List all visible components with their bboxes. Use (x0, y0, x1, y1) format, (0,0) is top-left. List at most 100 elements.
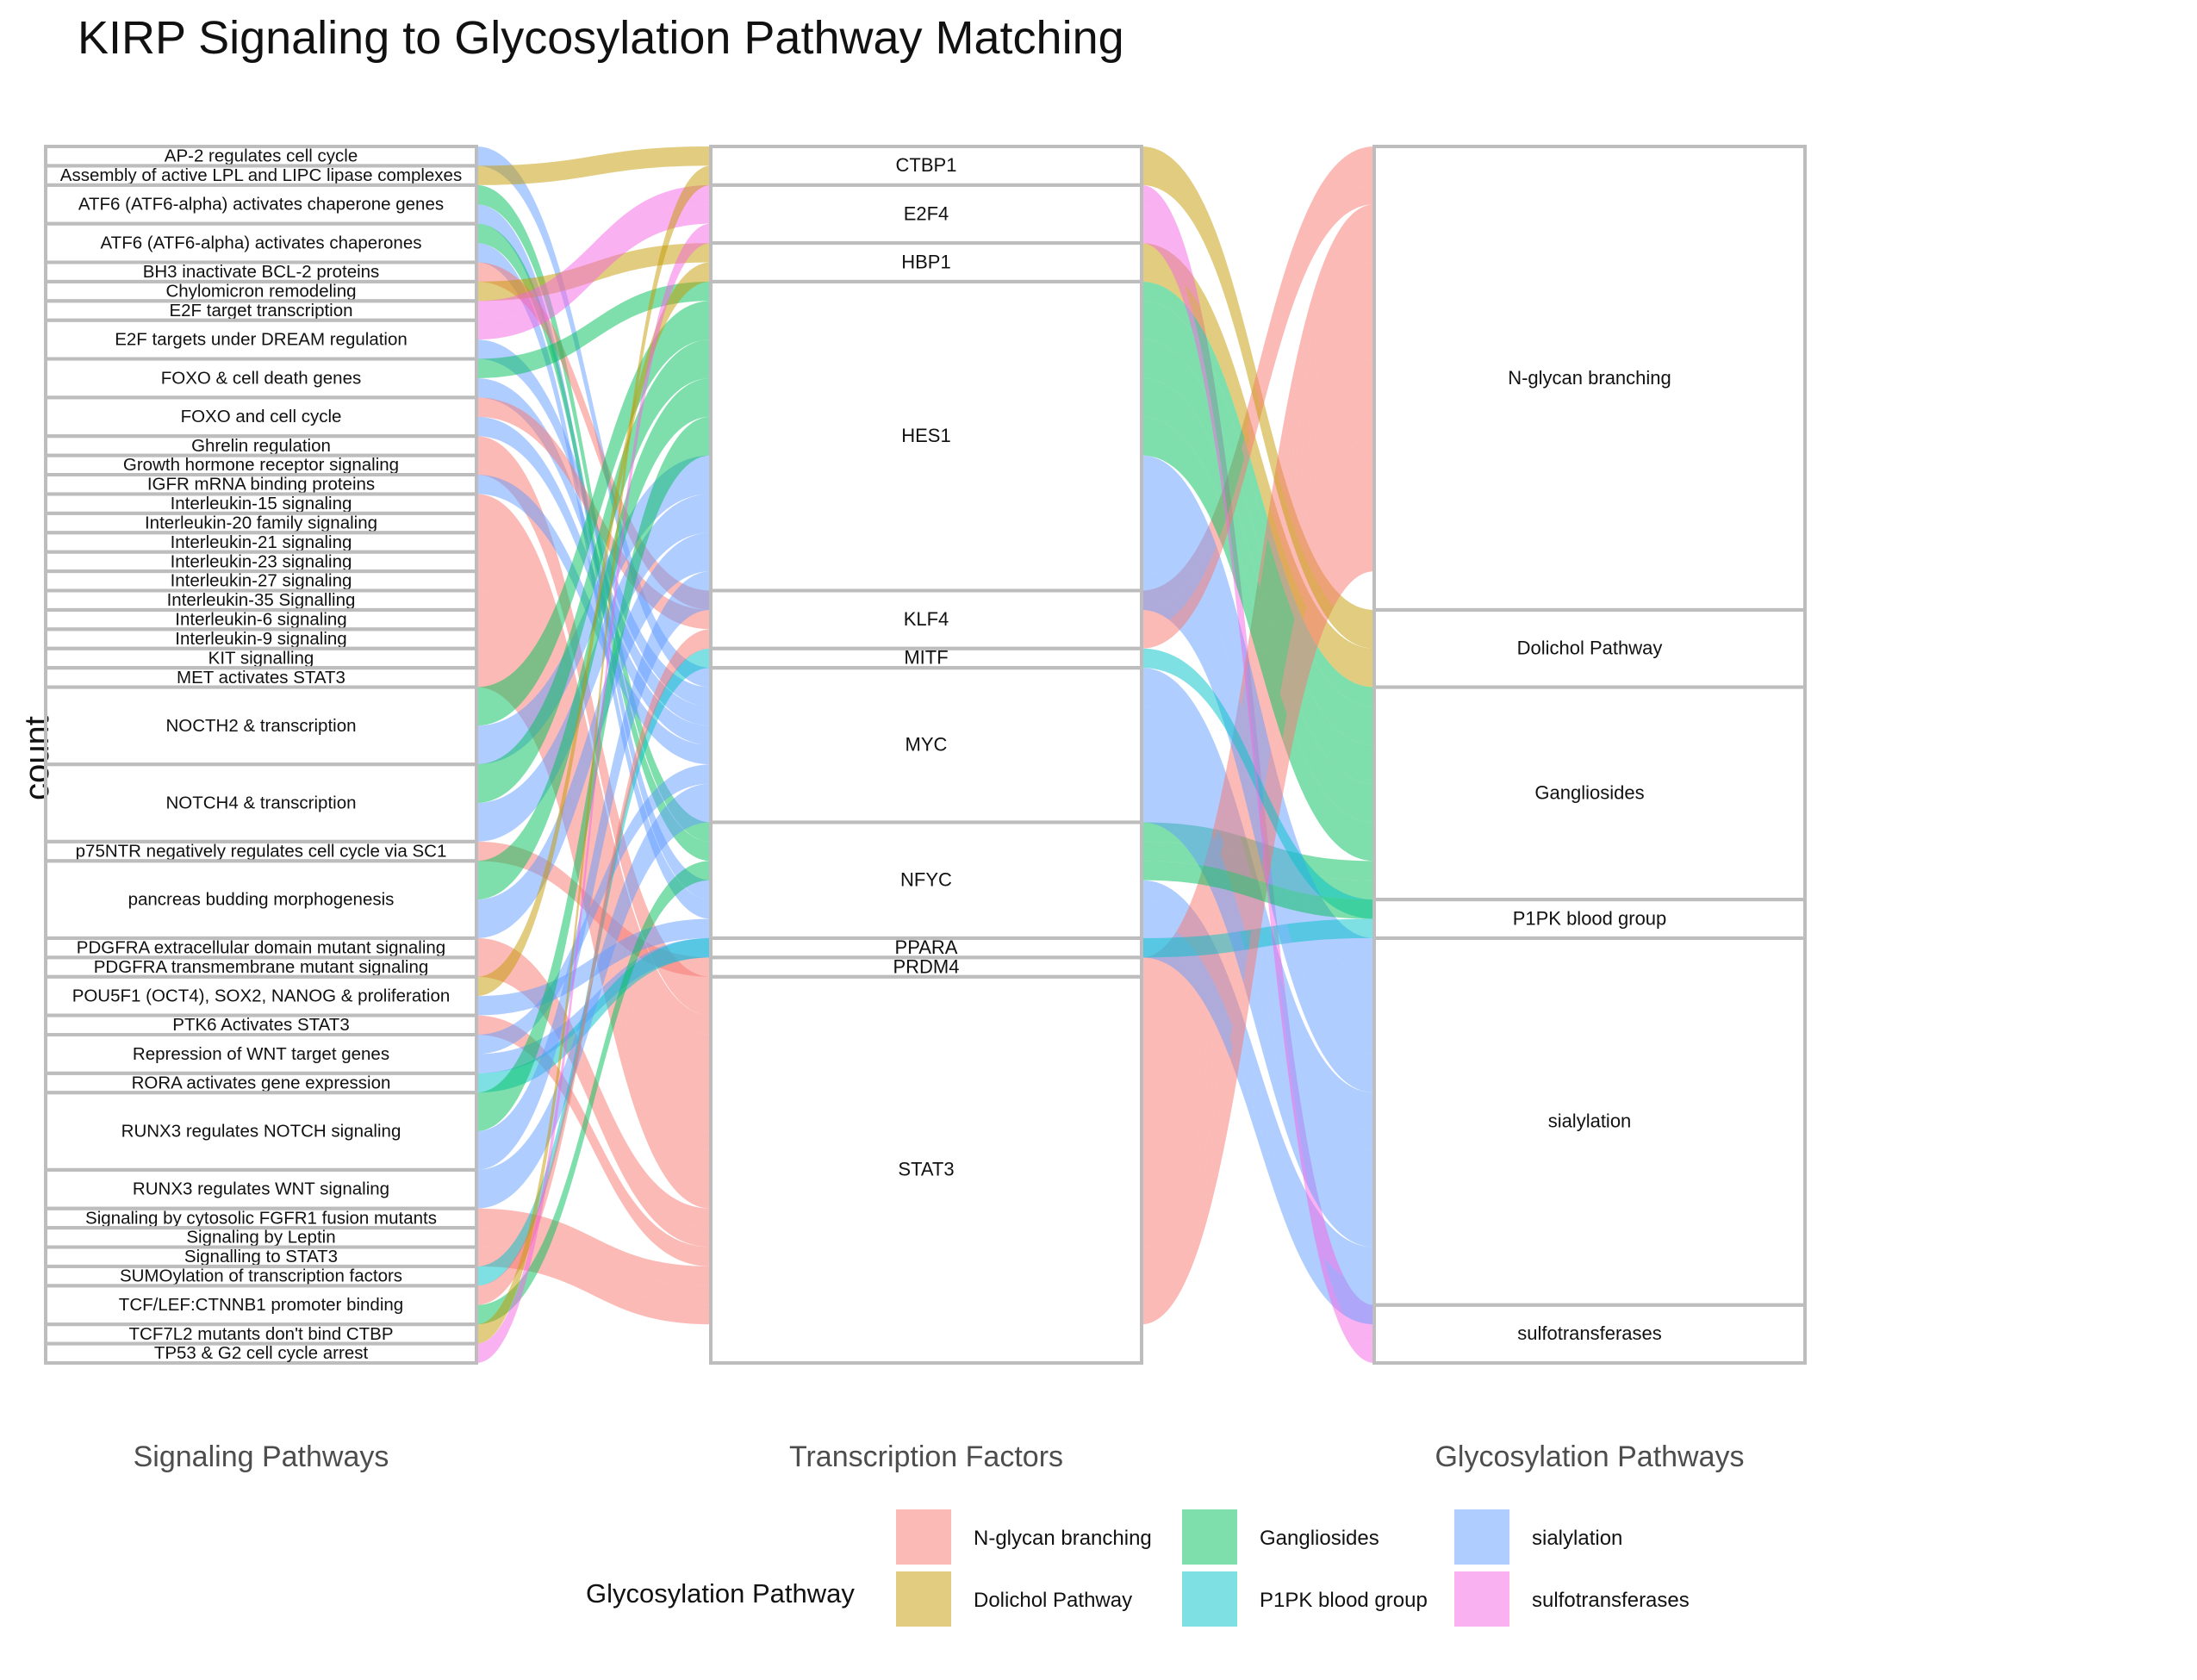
node-label-interleukin-6-signaling: Interleukin-6 signaling (175, 610, 346, 630)
node-label-hes1: HES1 (901, 425, 950, 446)
flow-hes1-to-gangliosides (1142, 377, 1374, 823)
node-label-chylomicron-remodeling: Chylomicron remodeling (165, 282, 356, 302)
node-label-igfr-mrna-binding-proteins: IGFR mRNA binding proteins (147, 475, 375, 495)
node-label-notch4-transcription: NOTCH4 & transcription (165, 793, 356, 812)
node-label-p75ntr-negatively-regulates-cell-cycle-via-sc1: p75NTR negatively regulates cell cycle v… (76, 841, 447, 861)
legend-title: Glycosylation Pathway (586, 1578, 855, 1608)
flow-stat3-to-n-glycan-branching (1142, 301, 1374, 1073)
flow-ctbp1-to-dolichol-pathway (1142, 165, 1374, 649)
flow-nocth2-transcription-to-hes1 (476, 455, 711, 765)
node-label-nocth2-transcription: NOCTH2 & transcription (165, 716, 356, 736)
flow-ptk6-activates-stat3-to-stat3 (476, 1015, 711, 1266)
node-label-ap-2-regulates-cell-cycle: AP-2 regulates cell cycle (165, 146, 358, 166)
node-label-interleukin-21-signaling: Interleukin-21 signaling (171, 532, 352, 552)
flow-runx3-regulates-notch-signaling-to-hes1 (476, 416, 711, 1132)
flow-tp53-g2-cell-cycle-arrest-to-e2f4 (476, 223, 711, 1364)
node-label-pou5f1-oct4-sox2-nanog-proliferation: POU5F1 (OCT4), SOX2, NANOG & proliferati… (72, 986, 451, 1006)
legend-swatch-sialylation (1454, 1509, 1509, 1565)
axis-label-tf: Transcription Factors (789, 1440, 1063, 1473)
node-label-myc: MYC (906, 734, 948, 756)
node-label-growth-hormone-receptor-signaling: Growth hormone receptor signaling (123, 455, 399, 475)
node-gly-sulfotransferases (1372, 1303, 1807, 1366)
node-label-prdm4: PRDM4 (893, 955, 959, 977)
node-label-ptk6-activates-stat3: PTK6 Activates STAT3 (172, 1015, 349, 1035)
flow-signaling-by-leptin-to-stat3 (476, 1228, 711, 1305)
node-label-signaling-by-leptin: Signaling by Leptin (186, 1228, 335, 1248)
node-label-interleukin-27-signaling: Interleukin-27 signaling (171, 571, 352, 591)
flows-layer (476, 146, 1374, 1364)
flow-notch4-transcription-to-hes1 (476, 494, 711, 842)
flow-nfyc-to-sialylation (1142, 880, 1374, 1266)
node-label-sialylation: sialylation (1548, 1111, 1632, 1132)
node-label-signaling-by-cytosolic-fgfr1-fusion-mutants: Signaling by cytosolic FGFR1 fusion muta… (85, 1208, 437, 1228)
node-label-e2f-target-transcription: E2F target transcription (169, 301, 352, 320)
node-label-pancreas-budding-morphogenesis: pancreas budding morphogenesis (128, 890, 395, 910)
flow-e2f-targets-under-dream-regulation-to-e2f4 (476, 204, 711, 340)
flow-pancreas-budding-morphogenesis-to-hes1 (476, 532, 711, 938)
node-label-n-glycan-branching: N-glycan branching (1508, 367, 1671, 389)
flow-interleukin-9-signaling-to-stat3 (476, 629, 711, 1170)
flow-stat3-to-n-glycan-branching (1142, 475, 1374, 1248)
node-label-ppara: PPARA (895, 936, 958, 958)
flow-hbp1-to-dolichol-pathway (1142, 262, 1374, 688)
node-label-interleukin-9-signaling: Interleukin-9 signaling (175, 629, 346, 649)
flow-nfyc-to-gangliosides (1142, 861, 1374, 919)
flow-hes1-to-sialylation (1142, 455, 1374, 977)
flow-ghrelin-regulation-to-stat3 (476, 436, 711, 997)
flow-tcf7l2-mutants-don-t-bind-ctbp-to-ctbp1 (476, 165, 711, 1344)
legend-swatch-dolichol-pathway (896, 1571, 951, 1627)
node-label-runx3-regulates-wnt-signaling: RUNX3 regulates WNT signaling (133, 1179, 389, 1199)
node-label-tp53-g2-cell-cycle-arrest: TP53 & G2 cell cycle arrest (154, 1343, 369, 1363)
flow-interleukin-23-signaling-to-stat3 (476, 551, 711, 1093)
flow-hes1-to-gangliosides (1142, 301, 1374, 745)
flow-e2f4-to-sulfotransferases (1142, 223, 1374, 1364)
flow-pdgfra-transmembrane-mutant-signaling-to-stat3 (476, 957, 711, 1248)
legend-label-p1pk-blood-group: P1PK blood group (1260, 1589, 1428, 1612)
node-label-p1pk-blood-group: P1PK blood group (1513, 907, 1667, 929)
flow-hes1-to-gangliosides (1142, 339, 1374, 784)
flow-tcf-lef-ctnnb1-promoter-binding-to-klf4 (476, 629, 711, 1305)
node-label-nfyc: NFYC (900, 868, 952, 890)
flow-myc-to-sialylation (1142, 764, 1374, 1209)
flow-nocth2-transcription-to-hes1 (476, 301, 711, 726)
flow-hes1-to-gangliosides (1142, 416, 1374, 862)
node-label-kit-signalling: KIT signalling (208, 648, 314, 668)
node-label-hbp1: HBP1 (901, 251, 950, 272)
flow-interleukin-27-signaling-to-stat3 (476, 571, 711, 1112)
legend-label-gangliosides: Gangliosides (1260, 1527, 1379, 1550)
flow-stat3-to-n-glycan-branching (1142, 281, 1374, 1055)
node-label-gangliosides: Gangliosides (1534, 782, 1644, 804)
flow-klf4-to-n-glycan-branching (1142, 165, 1374, 630)
node-label-interleukin-23-signaling: Interleukin-23 signaling (171, 551, 352, 571)
node-label-interleukin-35-signalling: Interleukin-35 Signalling (167, 590, 356, 610)
flow-hbp1-to-dolichol-pathway (1142, 243, 1374, 669)
node-label-foxo-cell-death-genes: FOXO & cell death genes (161, 368, 361, 388)
node-label-pdgfra-extracellular-domain-mutant-signaling: PDGFRA extracellular domain mutant signa… (77, 938, 445, 958)
node-label-interleukin-20-family-signaling: Interleukin-20 family signaling (145, 513, 377, 532)
flow-nfyc-to-sialylation (1142, 918, 1374, 1305)
node-label-tcf-lef-ctnnb1-promoter-binding: TCF/LEF:CTNNB1 promoter binding (119, 1295, 403, 1315)
node-label-atf6-atf6-alpha-activates-chaperones: ATF6 (ATF6-alpha) activates chaperones (101, 233, 422, 252)
axis-labels: Signaling Pathways Transcription Factors G… (134, 1440, 1745, 1473)
flow-hes1-to-sialylation (1142, 571, 1374, 1093)
flow-pdgfra-extracellular-domain-mutant-signaling-to-stat3 (476, 937, 711, 1229)
flow-stat3-to-n-glycan-branching (1142, 551, 1374, 1325)
node-sig-tp53-g2-cell-cycle-arrest (44, 1341, 478, 1365)
flow-bh3-inactivate-bcl-2-proteins-to-klf4 (476, 262, 711, 610)
legend-swatch-p1pk-blood-group (1182, 1571, 1237, 1627)
node-label-dolichol-pathway: Dolichol Pathway (1517, 638, 1663, 659)
node-label-e2f-targets-under-dream-regulation: E2F targets under DREAM regulation (115, 330, 408, 350)
flow-nfyc-to-sialylation (1142, 899, 1374, 1286)
node-label-repression-of-wnt-target-genes: Repression of WNT target genes (133, 1044, 389, 1064)
flow-notch4-transcription-to-hes1 (476, 339, 711, 804)
node-label-signalling-to-stat3: Signalling to STAT3 (184, 1247, 338, 1266)
flow-stat3-to-n-glycan-branching (1142, 532, 1374, 1305)
legend-label-sialylation: sialylation (1532, 1527, 1622, 1550)
node-label-e2f4: E2F4 (904, 202, 949, 224)
node-label-stat3: STAT3 (898, 1159, 954, 1180)
axis-label-gly: Glycosylation Pathways (1435, 1440, 1744, 1473)
legend-swatch-sulfotransferases (1454, 1571, 1509, 1627)
node-label-ghrelin-regulation: Ghrelin regulation (191, 436, 331, 456)
legend-swatch-gangliosides (1182, 1509, 1237, 1565)
